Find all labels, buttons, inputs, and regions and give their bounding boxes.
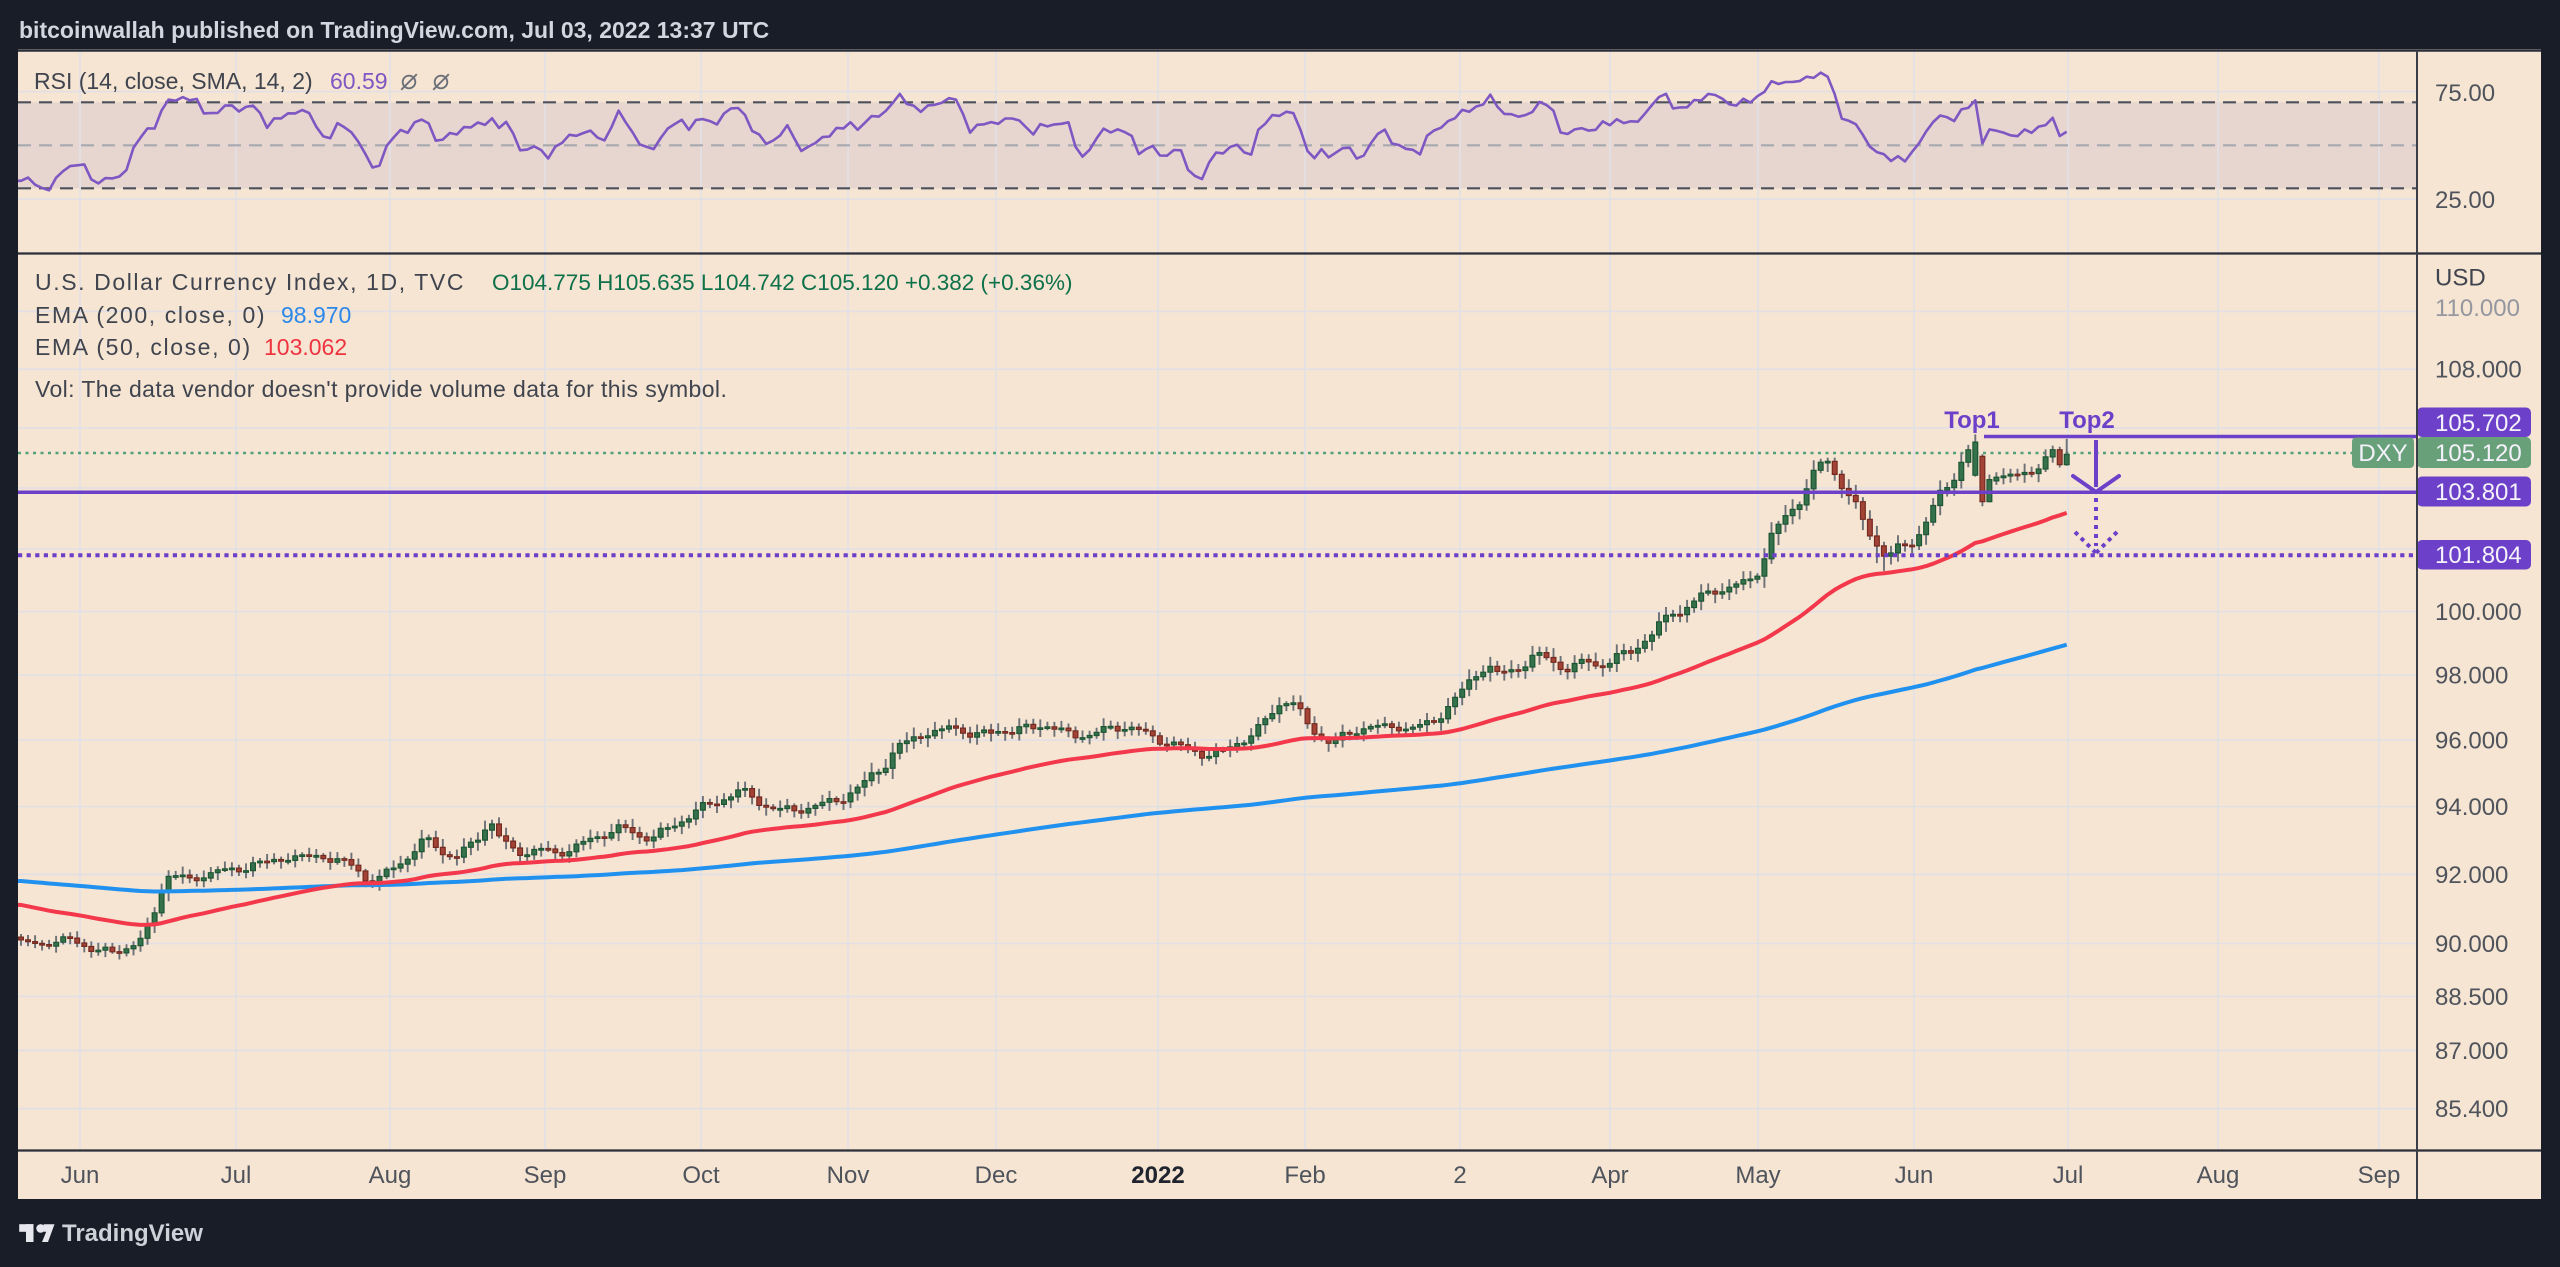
svg-text:103.062: 103.062 bbox=[264, 334, 347, 360]
svg-text:Aug: Aug bbox=[369, 1162, 412, 1189]
svg-text:98.000: 98.000 bbox=[2435, 663, 2508, 690]
svg-text:94.000: 94.000 bbox=[2435, 794, 2508, 821]
svg-text:EMA (200, close, 0): EMA (200, close, 0) bbox=[35, 302, 266, 328]
svg-text:105.120: 105.120 bbox=[2435, 440, 2522, 467]
svg-text:U.S. Dollar Currency Index, 1D: U.S. Dollar Currency Index, 1D, TVC bbox=[35, 269, 465, 295]
svg-text:87.000: 87.000 bbox=[2435, 1038, 2508, 1065]
svg-text:Oct: Oct bbox=[682, 1162, 720, 1189]
svg-text:108.000: 108.000 bbox=[2435, 357, 2522, 384]
svg-text:Nov: Nov bbox=[827, 1162, 870, 1189]
svg-text:25.00: 25.00 bbox=[2435, 187, 2495, 214]
svg-text:EMA (50, close, 0): EMA (50, close, 0) bbox=[35, 334, 252, 360]
svg-text:RSI (14, close, SMA, 14, 2): RSI (14, close, SMA, 14, 2) bbox=[34, 68, 313, 94]
svg-text:90.000: 90.000 bbox=[2435, 931, 2508, 958]
svg-text:Jul: Jul bbox=[2053, 1162, 2084, 1189]
svg-text:2: 2 bbox=[1453, 1162, 1466, 1189]
svg-text:92.000: 92.000 bbox=[2435, 862, 2508, 889]
svg-text:Sep: Sep bbox=[2358, 1162, 2401, 1189]
svg-text:Dec: Dec bbox=[975, 1162, 1018, 1189]
svg-text:DXY: DXY bbox=[2358, 440, 2407, 467]
svg-text:103.801: 103.801 bbox=[2435, 479, 2522, 506]
svg-text:110.000: 110.000 bbox=[2435, 295, 2520, 322]
svg-text:Apr: Apr bbox=[1591, 1162, 1628, 1189]
svg-text:O104.775 H105.635 L104.742 C10: O104.775 H105.635 L104.742 C105.120 +0.3… bbox=[492, 270, 1072, 295]
svg-text:TradingView: TradingView bbox=[62, 1220, 203, 1247]
svg-text:2022: 2022 bbox=[1131, 1162, 1184, 1189]
svg-text:Feb: Feb bbox=[1284, 1162, 1325, 1189]
svg-text:Vol: The data vendor doesn't p: Vol: The data vendor doesn't provide vol… bbox=[35, 376, 727, 402]
svg-text:May: May bbox=[1735, 1162, 1780, 1189]
svg-text:96.000: 96.000 bbox=[2435, 728, 2508, 755]
svg-text:101.804: 101.804 bbox=[2435, 542, 2522, 569]
svg-text:Aug: Aug bbox=[2197, 1162, 2240, 1189]
svg-text:Jun: Jun bbox=[1895, 1162, 1934, 1189]
svg-text:Top1: Top1 bbox=[1944, 407, 2000, 434]
svg-text:98.970: 98.970 bbox=[281, 302, 351, 328]
svg-text:Jul: Jul bbox=[221, 1162, 252, 1189]
svg-text:Top2: Top2 bbox=[2059, 407, 2115, 434]
svg-text:88.500: 88.500 bbox=[2435, 984, 2508, 1011]
svg-text:Sep: Sep bbox=[524, 1162, 567, 1189]
svg-text:100.000: 100.000 bbox=[2435, 599, 2522, 626]
svg-text:105.702: 105.702 bbox=[2435, 410, 2522, 437]
svg-text:Jun: Jun bbox=[61, 1162, 100, 1189]
svg-text:60.59: 60.59 bbox=[330, 68, 388, 94]
svg-text:75.00: 75.00 bbox=[2435, 80, 2495, 107]
svg-text:USD: USD bbox=[2435, 265, 2486, 292]
svg-text:85.400: 85.400 bbox=[2435, 1096, 2508, 1123]
